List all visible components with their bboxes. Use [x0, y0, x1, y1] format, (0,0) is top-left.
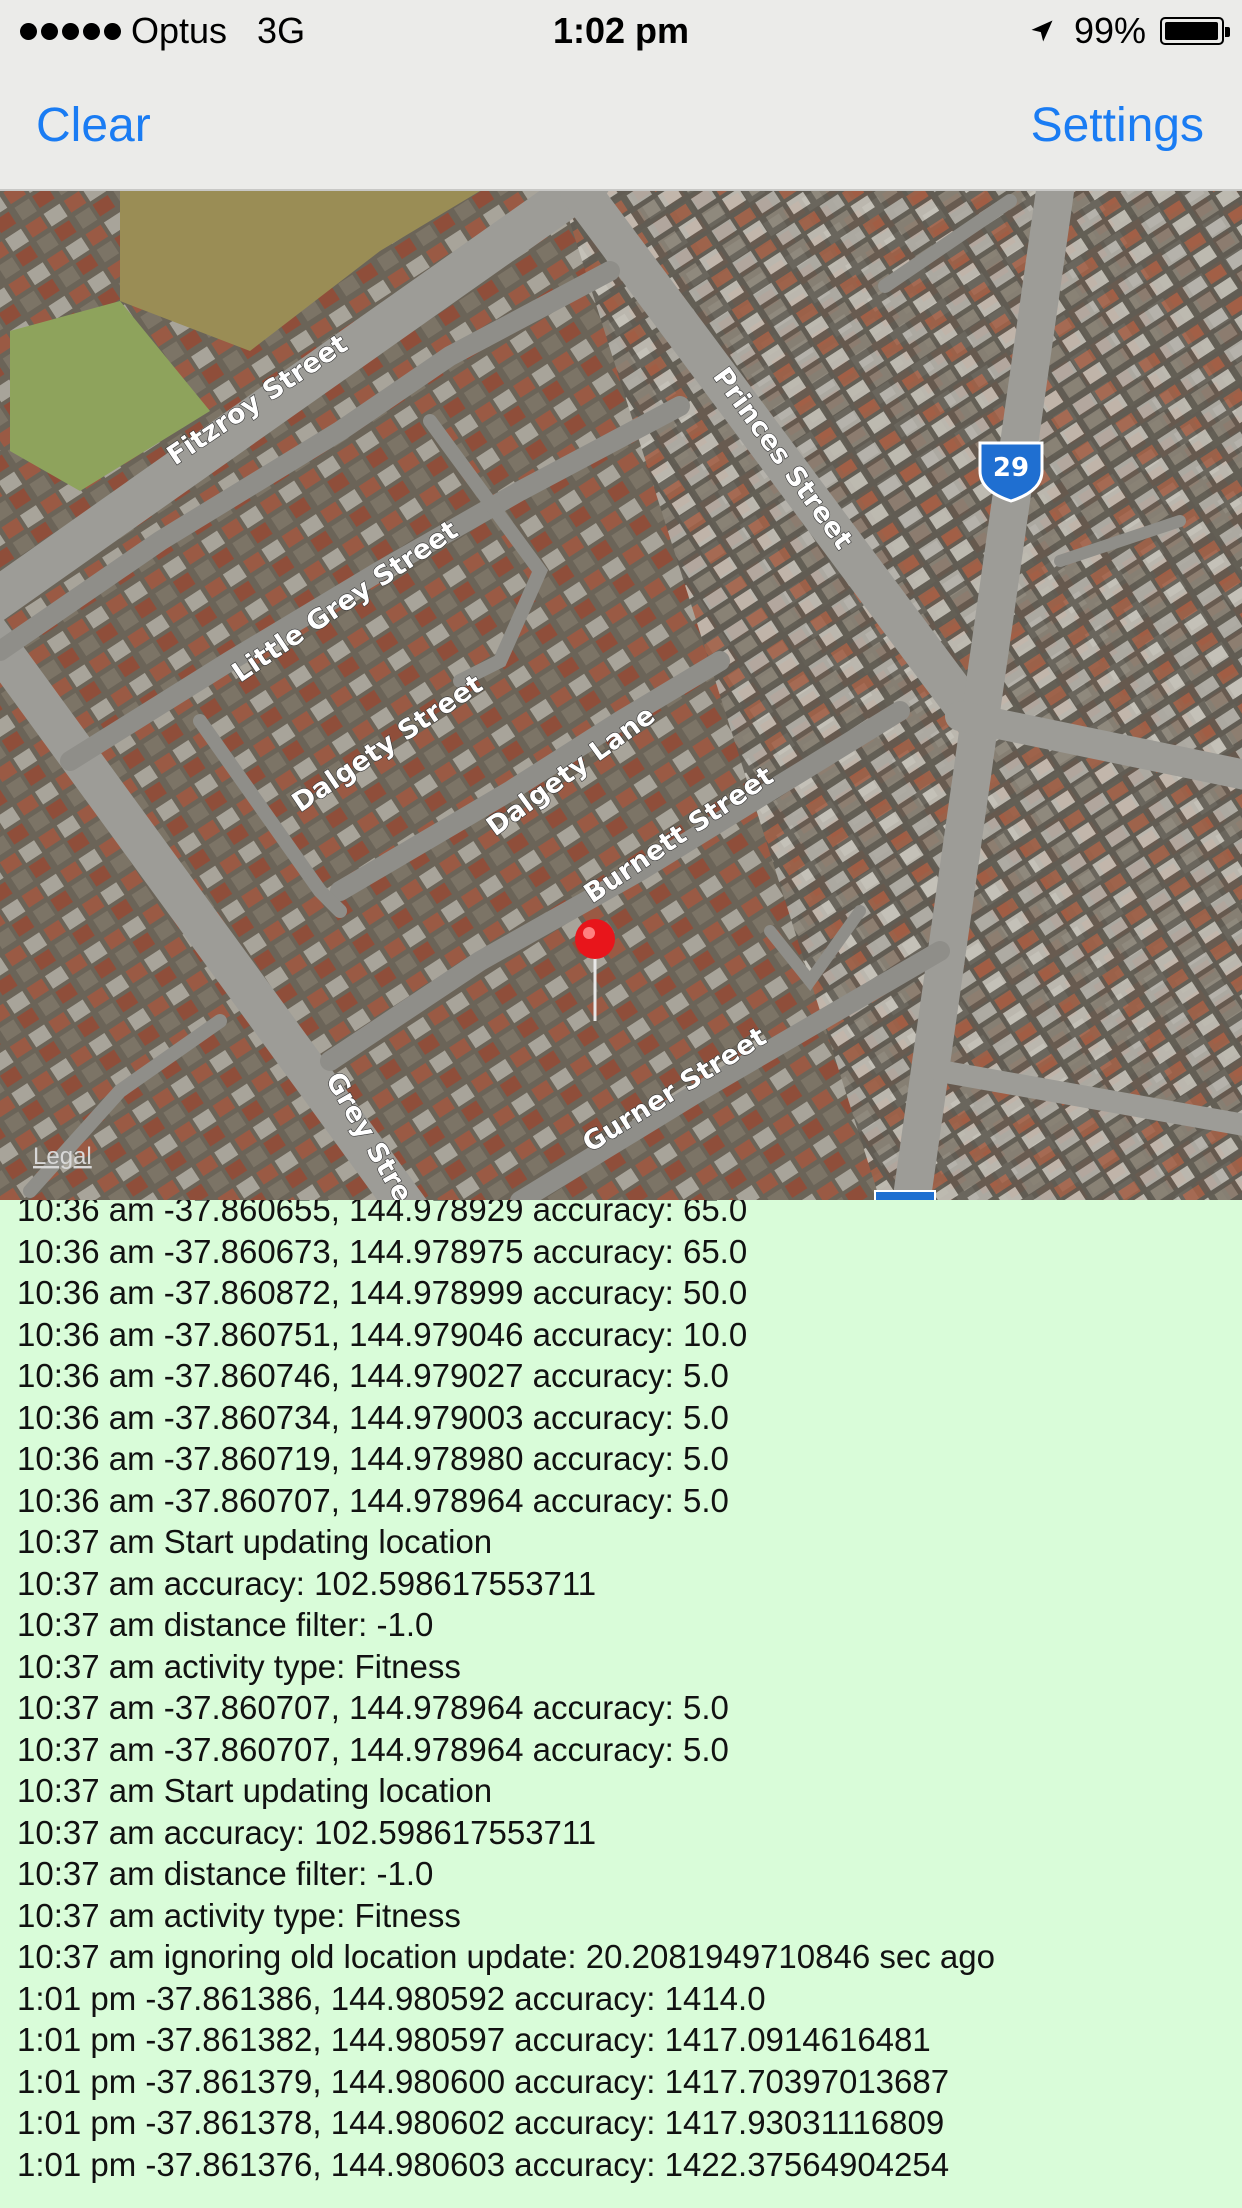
log-line: 10:36 am -37.860751, 144.979046 accuracy…	[17, 1315, 748, 1353]
log-line: 1:01 pm -37.861376, 144.980603 accuracy:…	[17, 2145, 950, 2183]
log-line: 10:36 am -37.860746, 144.979027 accuracy…	[17, 1357, 729, 1394]
location-arrow-icon	[1031, 20, 1053, 42]
battery-icon	[1160, 17, 1230, 45]
legal-link[interactable]: Legal	[33, 1143, 92, 1170]
log-line: 10:37 am Start updating location	[17, 1523, 493, 1560]
log-line: 10:37 am accuracy: 102.598617553711	[17, 1813, 597, 1851]
log-line: 10:37 am distance filter: -1.0	[17, 1855, 434, 1892]
log-line: 10:37 am -37.860707, 144.978964 accuracy…	[17, 1689, 729, 1726]
map-view[interactable]: Fitzroy Street Princes Street Little Gre…	[0, 191, 1242, 1200]
satellite-map[interactable]: Fitzroy Street Princes Street Little Gre…	[0, 191, 1242, 1200]
log-line: 10:36 am -37.860707, 144.978964 accuracy…	[17, 1481, 729, 1519]
log-line: 10:37 am ignoring old location update: 2…	[17, 1938, 995, 1975]
battery-percent: 99%	[1073, 10, 1146, 51]
log-line: 1:01 pm -37.861378, 144.980602 accuracy:…	[17, 2104, 945, 2141]
svg-text:29: 29	[993, 453, 1029, 483]
log-list: 10:36 am -37.860655, 144.978929 accuracy…	[17, 1200, 995, 2185]
network-type: 3G	[257, 10, 306, 51]
map-pin-icon[interactable]	[575, 919, 615, 1021]
route-shield-icon: 29	[978, 441, 1044, 503]
log-line: 1:01 pm -37.861379, 144.980600 accuracy:…	[17, 2062, 950, 2100]
status-bar-right: 99%	[1028, 10, 1230, 52]
log-line: 10:37 am Start updating location	[17, 1772, 493, 1809]
status-bar-left: Optus 3G	[20, 10, 305, 52]
log-line: 10:36 am -37.860655, 144.978929 accuracy…	[17, 1200, 748, 1228]
settings-button[interactable]: Settings	[1030, 99, 1204, 152]
navigation-bar: Clear Settings	[0, 60, 1242, 191]
log-line: 10:37 am activity type: Fitness	[17, 1896, 461, 1934]
log-line: 10:37 am accuracy: 102.598617553711	[17, 1564, 597, 1602]
log-line: 10:36 am -37.860673, 144.978975 accuracy…	[17, 1232, 748, 1270]
log-line: 1:01 pm -37.861386, 144.980592 accuracy:…	[17, 1979, 766, 2017]
log-line: 10:36 am -37.860872, 144.978999 accuracy…	[17, 1274, 748, 1311]
log-line: 10:37 am activity type: Fitness	[17, 1647, 461, 1685]
log-line: 1:01 pm -37.861382, 144.980597 accuracy:…	[17, 2021, 931, 2058]
signal-dots-icon	[20, 22, 121, 40]
log-line: 10:36 am -37.860734, 144.979003 accuracy…	[17, 1398, 729, 1436]
location-log[interactable]: 10:36 am -37.860655, 144.978929 accuracy…	[0, 1200, 1242, 2208]
status-time: 1:02 pm	[552, 10, 690, 51]
carrier-name: Optus	[131, 10, 228, 51]
log-line: 10:37 am distance filter: -1.0	[17, 1606, 434, 1643]
clear-button[interactable]: Clear	[36, 99, 151, 152]
log-line: 10:37 am -37.860707, 144.978964 accuracy…	[17, 1730, 729, 1768]
log-line: 10:36 am -37.860719, 144.978980 accuracy…	[17, 1440, 729, 1477]
status-bar: Optus 3G 1:02 pm 99%	[0, 0, 1242, 60]
